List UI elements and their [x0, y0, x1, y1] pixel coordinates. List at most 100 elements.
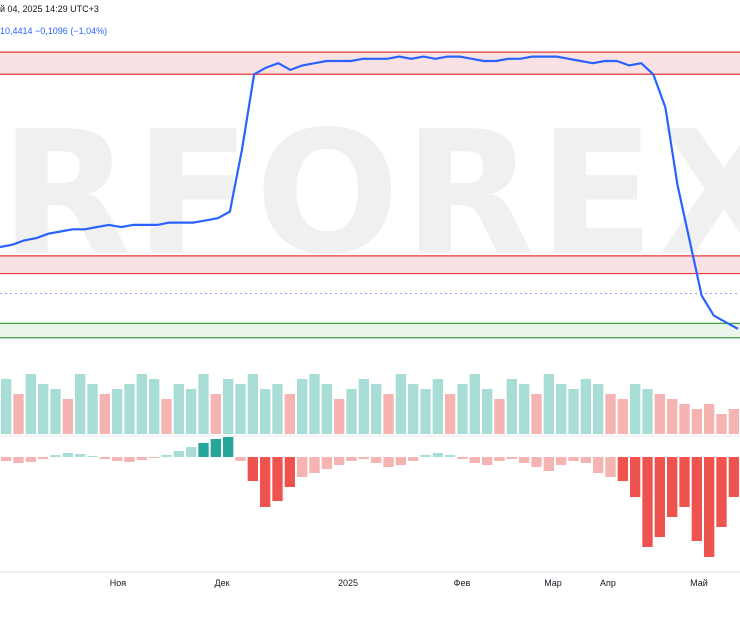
volume-bar — [186, 389, 197, 434]
oscillator-bar — [395, 457, 406, 465]
volume-bar — [494, 399, 505, 434]
volume-bar — [617, 399, 628, 434]
volume-bar — [605, 394, 616, 434]
price-series-line — [0, 55, 739, 330]
oscillator-bar — [1, 457, 12, 461]
volume-bar — [297, 379, 308, 434]
oscillator-bar — [704, 457, 715, 557]
oscillator-bar — [482, 457, 493, 465]
zone-resistance-1 — [0, 255, 740, 274]
volume-bar — [149, 379, 160, 434]
oscillator-bar — [716, 457, 727, 527]
volume-bar — [654, 394, 665, 434]
volume-bar — [383, 394, 394, 434]
oscillator-bar — [87, 456, 98, 457]
volume-bar — [556, 384, 567, 434]
oscillator-bar — [161, 455, 172, 457]
volume-bar — [1, 379, 12, 434]
volume-bar — [161, 399, 172, 434]
oscillator-bar — [149, 457, 160, 458]
oscillator-bar — [38, 457, 49, 459]
price-layer — [0, 55, 740, 437]
oscillator-bar — [728, 457, 739, 497]
x-tick-label: Май — [690, 578, 708, 588]
header-date: й 04, 2025 14:29 UTC+3 — [0, 4, 99, 14]
volume-bar — [580, 379, 591, 434]
oscillator-bar — [432, 453, 443, 457]
oscillator-bar — [420, 455, 431, 457]
x-tick-label: Фев — [454, 578, 471, 588]
volume-bar — [284, 394, 295, 434]
oscillator-bar — [679, 457, 690, 507]
volume-bar — [112, 389, 123, 434]
volume-bar — [716, 414, 727, 434]
volume-bar — [309, 374, 320, 434]
oscillator-bar — [50, 455, 61, 457]
oscillator-bar — [186, 447, 197, 457]
oscillator-bar — [383, 457, 394, 467]
oscillator-bar — [346, 457, 357, 461]
zones-layer — [0, 51, 740, 339]
oscillator-bar — [580, 457, 591, 463]
volume-bar — [642, 389, 653, 434]
oscillator-bar — [260, 457, 271, 507]
volume-bar — [691, 409, 702, 434]
volume-bar — [223, 379, 234, 434]
oscillator-bar — [99, 457, 110, 459]
volume-bar — [334, 399, 345, 434]
oscillator-bar — [556, 457, 567, 465]
volume-bar — [124, 384, 135, 434]
oscillator-bar — [506, 457, 517, 459]
oscillator-bar — [691, 457, 702, 541]
oscillator-bar — [494, 457, 505, 461]
zone-resistance-0 — [0, 52, 740, 75]
volume-bar — [210, 394, 221, 434]
oscillator-bar — [371, 457, 382, 463]
volume-bar — [371, 384, 382, 434]
oscillator-bar — [198, 443, 209, 457]
oscillator-bar — [445, 455, 456, 457]
volume-bar — [136, 374, 147, 434]
oscillator-bar — [13, 457, 24, 463]
volume-bar — [432, 379, 443, 434]
oscillator-bar — [272, 457, 283, 501]
volume-bar — [408, 384, 419, 434]
volume-histogram — [1, 374, 739, 434]
oscillator-bar — [654, 457, 665, 537]
oscillator-bar — [543, 457, 554, 471]
oscillator-bar — [25, 457, 36, 462]
oscillator-bar — [297, 457, 308, 477]
oscillator-bar — [62, 453, 73, 457]
oscillator-bar — [334, 457, 345, 465]
x-tick-label: Ноя — [110, 578, 127, 588]
volume-bar — [87, 384, 98, 434]
volume-bar — [593, 384, 604, 434]
volume-bar — [25, 374, 36, 434]
volume-bar — [50, 389, 61, 434]
volume-bar — [99, 394, 110, 434]
oscillator-bar — [469, 457, 480, 463]
volume-bar — [506, 379, 517, 434]
volume-bar — [482, 389, 493, 434]
oscillator-bar — [223, 437, 234, 457]
volume-bar — [420, 389, 431, 434]
volume-bar — [321, 384, 332, 434]
oscillator-bar — [617, 457, 628, 481]
x-axis: Ноя Дек 2025 Фев Мар Апр Май — [0, 571, 740, 588]
volume-bar — [260, 389, 271, 434]
volume-bar — [519, 384, 530, 434]
oscillator-bar — [630, 457, 641, 497]
volume-bar — [75, 374, 86, 434]
volume-bar — [62, 399, 73, 434]
oscillator-bar — [519, 457, 530, 463]
volume-bar — [457, 384, 468, 434]
oscillator-bar — [408, 457, 419, 461]
volume-bar — [568, 389, 579, 434]
x-tick-label: Мар — [544, 578, 562, 588]
oscillator-bar — [173, 451, 184, 457]
oscillator-bar — [75, 454, 86, 457]
oscillator-bar — [309, 457, 320, 473]
volume-bar — [543, 374, 554, 434]
